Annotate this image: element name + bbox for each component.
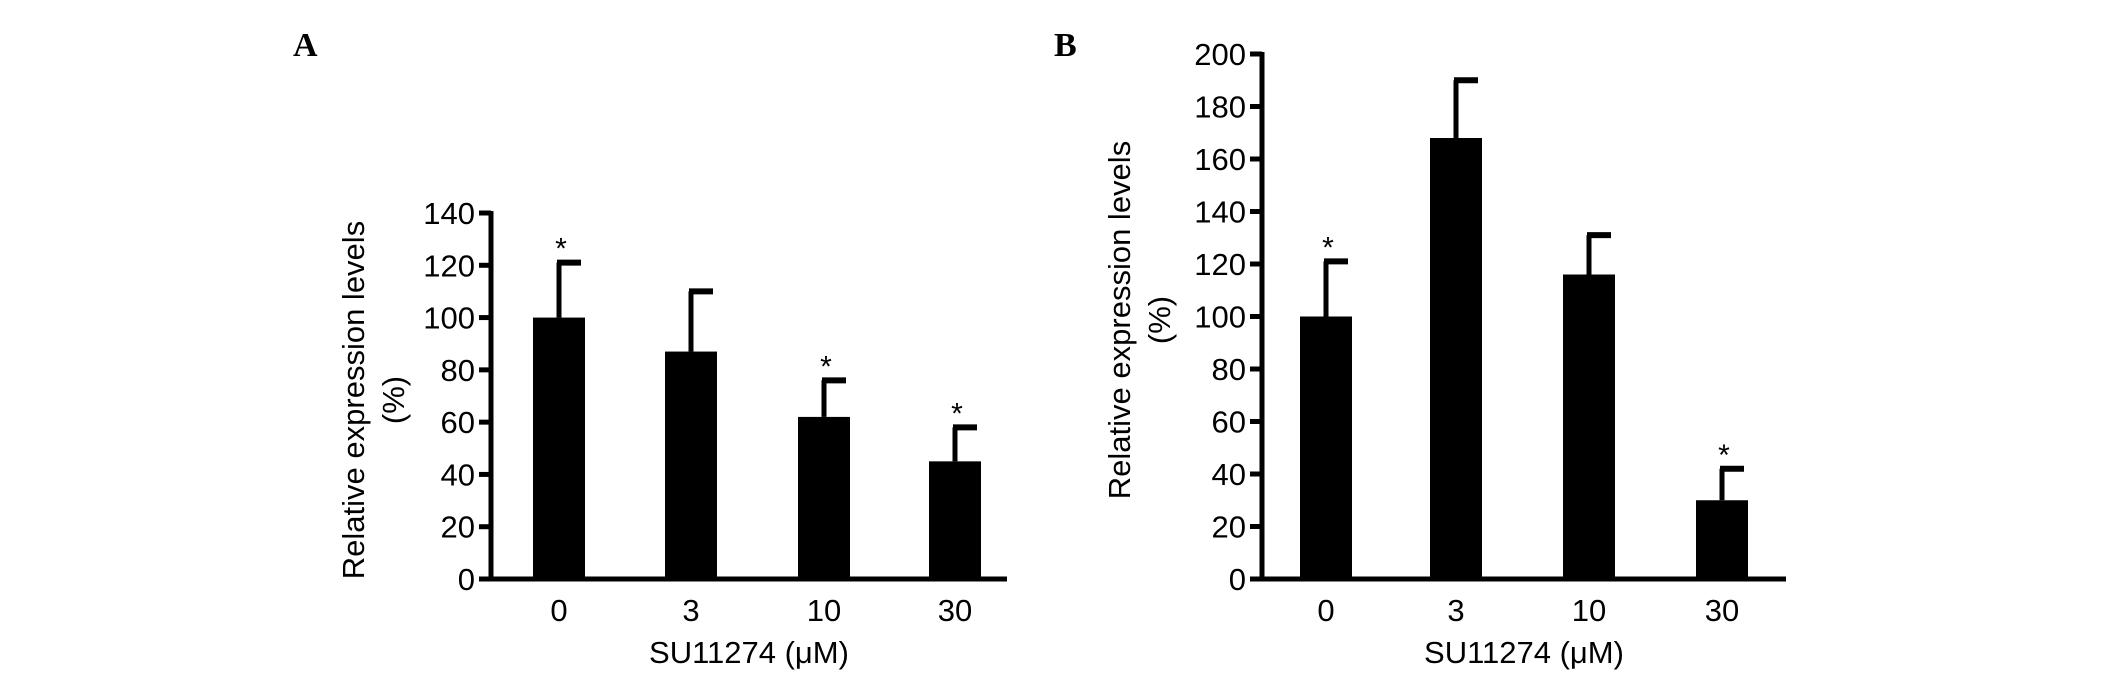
panel-b-bar: [1696, 500, 1748, 579]
panel-b-y-tick-label: 160: [1194, 142, 1246, 177]
panel-a-x-tick-label: 30: [938, 593, 972, 628]
panel-b-x-tick-label: 3: [1447, 593, 1464, 628]
panel-b-significance-mark: *: [1322, 231, 1334, 264]
panel-a-bar: [798, 416, 850, 579]
panel-b-y-tick-label: 100: [1194, 300, 1246, 335]
panel-a-y-tick-label: 140: [423, 196, 475, 231]
panel-a-significance-mark: *: [555, 233, 567, 266]
panel-b-bar: [1430, 138, 1482, 579]
panel-a-y-tick-label: 100: [423, 301, 475, 336]
panel-b-x-tick-label: 30: [1705, 593, 1739, 628]
panel-a-label: A: [293, 27, 318, 64]
panel-b-significance-mark: *: [1718, 439, 1730, 472]
panel-b-y-tick-label: 80: [1212, 352, 1246, 387]
panel-a-bar: [929, 461, 981, 579]
panel-a-y-tick-label: 60: [441, 405, 475, 440]
panel-b-y-tick-label: 40: [1212, 457, 1246, 492]
panel-b-y-tick-label: 20: [1212, 510, 1246, 545]
panel-b-x-axis-title: SU11274 (μM): [1424, 635, 1624, 670]
panel-b-y-tick-label: 200: [1194, 37, 1246, 72]
panel-b-y-axis-title: Relative expression levels: [1102, 141, 1137, 499]
panel-b-y-tick-label: 120: [1194, 247, 1246, 282]
panel-b-y-tick-label: 180: [1194, 90, 1246, 125]
panel-a-y-tick-label: 0: [458, 562, 475, 597]
panel-b-label: B: [1054, 27, 1077, 64]
panel-a-bar: [533, 317, 585, 579]
panel-a-x-tick-label: 0: [550, 593, 567, 628]
panel-b-x-tick-label: 0: [1317, 593, 1334, 628]
panel-a-y-tick-label: 120: [423, 248, 475, 283]
panel-b-y-tick-label: 0: [1229, 562, 1246, 597]
panel-b-y-tick-label: 140: [1194, 195, 1246, 230]
panel-a-bar: [665, 351, 717, 579]
panel-a-x-tick-label: 3: [682, 593, 699, 628]
panel-b-y-tick-label: 60: [1212, 405, 1246, 440]
panel-a-x-axis-title: SU11274 (μM): [649, 635, 849, 670]
panel-b-bar: [1563, 274, 1615, 579]
panel-b-x-tick-label: 10: [1572, 593, 1606, 628]
panel-a-y-axis-title: Relative expression levels: [336, 221, 371, 579]
panel-b-bar: [1300, 316, 1352, 579]
panel-a-x-tick-label: 10: [807, 593, 841, 628]
panel-a-significance-mark: *: [820, 350, 832, 383]
panel-b-y-axis-unit: (%): [1142, 296, 1177, 344]
panel-a-y-tick-label: 20: [441, 510, 475, 545]
panel-a-significance-mark: *: [951, 397, 963, 430]
panel-a-y-axis-unit: (%): [376, 376, 411, 424]
panel-a-y-tick-label: 40: [441, 457, 475, 492]
panel-a-y-tick-label: 80: [441, 353, 475, 388]
